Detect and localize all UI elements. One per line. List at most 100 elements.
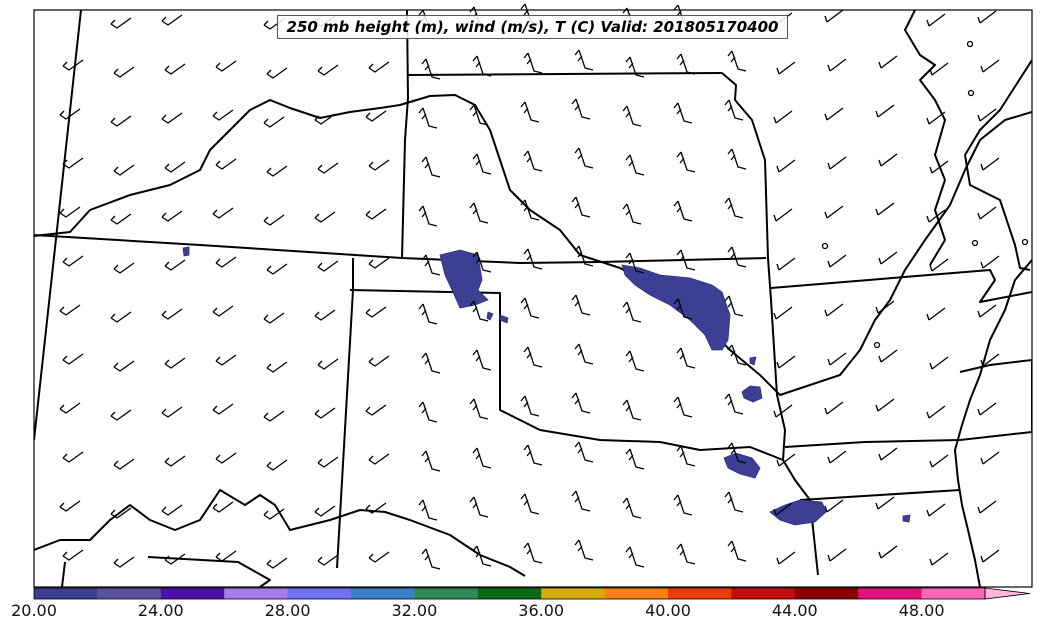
colorbar-segment — [794, 588, 859, 599]
colorbar-segment — [97, 588, 162, 599]
wind-barb — [929, 160, 949, 174]
wind-barb — [776, 257, 796, 271]
wind-barb — [827, 352, 847, 366]
wind-barb — [365, 306, 387, 318]
wind-barb — [523, 248, 543, 270]
plot-frame — [33, 9, 1033, 588]
wind-barb — [469, 300, 489, 322]
wind-barb — [824, 107, 844, 121]
wind-barb — [926, 111, 946, 125]
state-border — [34, 10, 82, 441]
wind-barb — [59, 206, 81, 218]
wind-barb — [977, 304, 997, 318]
wind-barb — [161, 504, 183, 516]
wind-barb — [875, 202, 895, 216]
wind-barb — [926, 13, 946, 27]
colorbar-tick-labels: 20.00 24.00 28.00 32.00 36.00 40.00 44.00 48.00 — [0, 600, 1041, 624]
wind-barb — [113, 360, 135, 372]
wind-barb — [421, 156, 441, 178]
wind-barb — [977, 402, 997, 416]
wind-barb — [827, 450, 847, 464]
wind-barb — [314, 407, 336, 419]
wind-barb — [727, 148, 747, 170]
wind-barb — [520, 199, 540, 221]
wind-barb — [676, 151, 696, 173]
wind-barb — [215, 256, 237, 268]
wind-barb — [164, 455, 186, 467]
wind-barb — [827, 548, 847, 562]
wind-barb — [317, 456, 339, 468]
calm-wind-circle — [966, 40, 974, 48]
wind-barb — [314, 505, 336, 517]
calm-wind-circle — [873, 341, 881, 349]
wind-barb — [418, 205, 438, 227]
wind-barb — [314, 113, 336, 125]
wind-barb — [520, 101, 540, 123]
wind-barb — [929, 62, 949, 76]
wind-barb — [418, 303, 438, 325]
wind-barb — [773, 306, 793, 320]
wind-barb — [523, 150, 543, 172]
wind-barb — [110, 115, 132, 127]
state-border — [406, 72, 723, 76]
wind-barb — [164, 553, 186, 565]
colorbar-segment — [668, 588, 732, 599]
wind-barb — [215, 158, 237, 170]
wind-barb — [878, 55, 898, 69]
colorbar-tick-label: 32.00 — [391, 601, 438, 620]
wind-barb — [676, 543, 696, 565]
wind-barb — [980, 157, 1000, 171]
wind-barb — [469, 104, 489, 126]
wind-barb — [314, 309, 336, 321]
wind-barb — [520, 395, 540, 417]
state-border — [784, 359, 1032, 448]
colorbar — [33, 587, 1031, 600]
wind-barb — [472, 349, 492, 371]
wind-barb — [980, 549, 1000, 563]
wind-barb — [212, 501, 234, 513]
wind-barb — [164, 259, 186, 271]
wind-barb — [926, 503, 946, 517]
wind-barb — [875, 300, 895, 314]
wind-barb — [469, 398, 489, 420]
wind-barb — [929, 258, 949, 272]
wind-barb — [980, 255, 1000, 269]
state-border — [799, 489, 961, 501]
wind-barb — [110, 409, 132, 421]
wind-barb — [418, 499, 438, 521]
wind-barb — [263, 116, 285, 128]
wind-barb — [418, 401, 438, 423]
colorbar-tick-label: 48.00 — [898, 601, 945, 620]
wind-barb — [520, 493, 540, 515]
wind-barb — [266, 557, 288, 569]
wind-barb — [161, 112, 183, 124]
geographic-borders — [34, 10, 1032, 587]
shaded-region — [182, 246, 190, 257]
wind-barb — [977, 500, 997, 514]
shaded-region — [439, 249, 489, 309]
wind-barb — [59, 500, 81, 512]
colorbar-segment — [287, 588, 352, 599]
wind-barbs — [59, 3, 1029, 570]
wind-barb — [113, 556, 135, 568]
wind-barb — [314, 211, 336, 223]
wind-barb — [469, 202, 489, 224]
colorbar-segment — [477, 588, 542, 599]
state-border — [964, 59, 1032, 271]
wind-barb — [59, 304, 81, 316]
wind-barb — [368, 551, 390, 563]
wind-barb — [878, 251, 898, 265]
wind-barb — [676, 53, 696, 75]
wind-barb — [520, 297, 540, 319]
wind-barb — [980, 451, 1000, 465]
wind-barb — [62, 255, 84, 267]
shaded-region — [723, 452, 761, 479]
river-line — [954, 259, 1032, 587]
state-border — [34, 234, 767, 264]
wind-barb — [266, 165, 288, 177]
wind-barb — [926, 209, 946, 223]
wind-barb — [266, 67, 288, 79]
wind-barb — [62, 549, 84, 561]
wind-barb — [827, 58, 847, 72]
wind-barb — [727, 442, 747, 464]
